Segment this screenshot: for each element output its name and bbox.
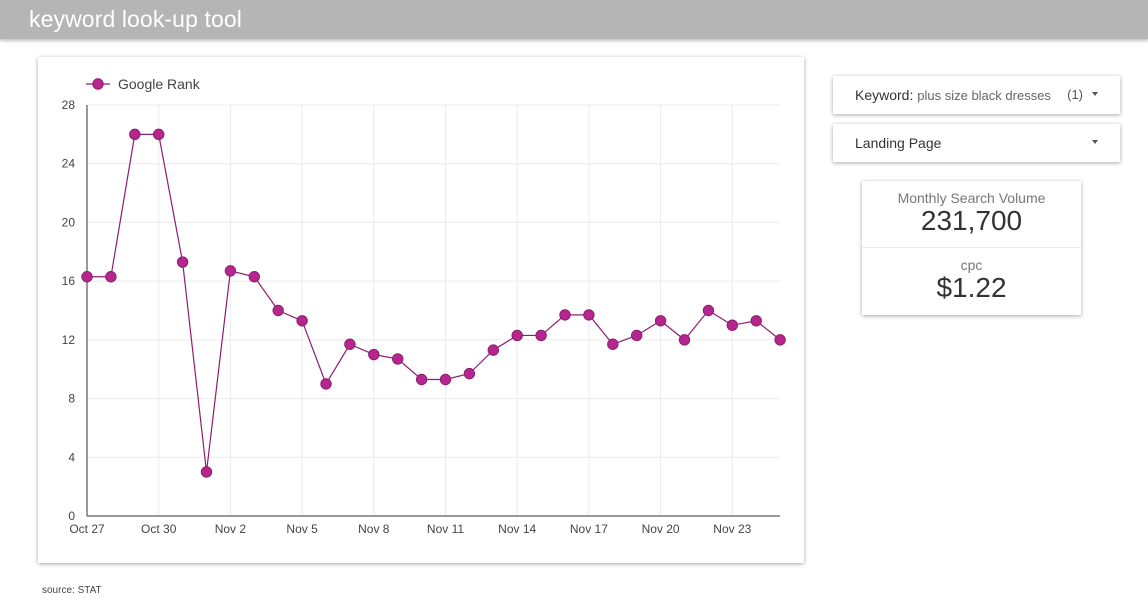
data-point[interactable] bbox=[607, 338, 619, 350]
keyword-selected-count: (1) bbox=[1067, 87, 1083, 102]
x-tick-label: Nov 20 bbox=[642, 522, 680, 536]
data-point[interactable] bbox=[344, 338, 356, 350]
data-point[interactable] bbox=[774, 334, 786, 346]
y-tick-label: 20 bbox=[62, 215, 76, 229]
data-point[interactable] bbox=[320, 378, 332, 390]
legend-label[interactable]: Google Rank bbox=[118, 76, 201, 92]
app-header: keyword look-up tool bbox=[0, 0, 1148, 39]
data-point[interactable] bbox=[750, 315, 762, 327]
data-point[interactable] bbox=[439, 373, 452, 386]
y-tick-label: 8 bbox=[68, 392, 75, 406]
kpi-value: 231,700 bbox=[920, 205, 1023, 236]
source-note: source: STAT bbox=[42, 585, 102, 596]
data-point[interactable] bbox=[224, 265, 237, 277]
data-point[interactable] bbox=[702, 304, 715, 317]
y-tick-label: 0 bbox=[68, 509, 75, 523]
x-tick-label: Nov 23 bbox=[713, 522, 751, 536]
data-point[interactable] bbox=[654, 315, 667, 327]
divider bbox=[862, 247, 1081, 248]
y-tick-label: 4 bbox=[68, 450, 75, 464]
legend-marker-icon bbox=[92, 78, 104, 90]
x-tick-label: Nov 8 bbox=[358, 522, 390, 536]
data-point[interactable] bbox=[176, 256, 189, 268]
y-tick-label: 28 bbox=[62, 98, 76, 112]
data-point[interactable] bbox=[368, 348, 380, 361]
keyword-filter-label: Keyword: plus size black dresses bbox=[855, 87, 1051, 103]
keyword-filter-value: plus size black dresses bbox=[917, 88, 1051, 103]
monthly-search-volume-kpi: Monthly Search Volume 231,700 bbox=[862, 190, 1081, 236]
kpi-value: $1.22 bbox=[936, 272, 1007, 303]
x-tick-label: Nov 14 bbox=[498, 522, 536, 536]
x-tick-label: Nov 17 bbox=[570, 522, 608, 536]
data-point[interactable] bbox=[511, 329, 523, 342]
data-point[interactable] bbox=[153, 128, 165, 141]
app-title: keyword look-up tool bbox=[29, 6, 242, 32]
cpc-kpi: cpc $1.22 bbox=[862, 257, 1081, 303]
x-tick-label: Oct 30 bbox=[141, 522, 177, 536]
landing-page-filter-label: Landing Page bbox=[855, 135, 942, 151]
data-point[interactable] bbox=[487, 344, 499, 356]
data-point[interactable] bbox=[678, 334, 691, 346]
data-point[interactable] bbox=[105, 271, 117, 283]
data-point[interactable] bbox=[583, 309, 595, 321]
chevron-down-icon[interactable] bbox=[1092, 140, 1098, 144]
data-point[interactable] bbox=[81, 271, 93, 283]
data-point[interactable] bbox=[415, 373, 428, 386]
y-tick-label: 12 bbox=[62, 333, 76, 347]
data-point[interactable] bbox=[726, 319, 738, 331]
data-point[interactable] bbox=[272, 304, 284, 317]
data-point[interactable] bbox=[129, 128, 141, 141]
data-point[interactable] bbox=[631, 329, 643, 342]
landing-page-filter-dropdown[interactable]: Landing Page bbox=[833, 124, 1120, 162]
x-tick-label: Nov 11 bbox=[427, 522, 464, 536]
line-chart: 0 4 8 12 16 20 24 28 Oct 27 Oct 30 Nov 2 Nov 5 Nov 8… bbox=[62, 76, 786, 536]
data-point[interactable] bbox=[463, 367, 476, 380]
data-point[interactable] bbox=[200, 466, 213, 478]
data-point[interactable] bbox=[248, 271, 261, 283]
google-rank-chart: 0 4 8 12 16 20 24 28 Oct 27 Oct 30 Nov 2 Nov 5 Nov 8… bbox=[38, 57, 804, 563]
x-tick-label: Nov 2 bbox=[215, 522, 247, 536]
x-tick-label: Oct 27 bbox=[69, 522, 105, 536]
data-point[interactable] bbox=[559, 309, 571, 321]
series-line bbox=[87, 133, 781, 473]
y-tick-label: 16 bbox=[62, 274, 76, 288]
y-tick-label: 24 bbox=[62, 157, 76, 171]
kpi-scorecard: Monthly Search Volume 231,700 cpc $1.22 bbox=[862, 181, 1081, 315]
data-point[interactable] bbox=[535, 329, 547, 342]
chevron-down-icon[interactable] bbox=[1092, 92, 1098, 96]
x-tick-label: Nov 5 bbox=[286, 522, 318, 536]
kpi-label: Monthly Search Volume bbox=[897, 190, 1046, 206]
data-point[interactable] bbox=[392, 353, 404, 365]
kpi-label: cpc bbox=[960, 257, 983, 273]
keyword-filter-dropdown[interactable]: Keyword: plus size black dresses (1) bbox=[833, 76, 1120, 114]
data-point[interactable] bbox=[296, 315, 308, 327]
